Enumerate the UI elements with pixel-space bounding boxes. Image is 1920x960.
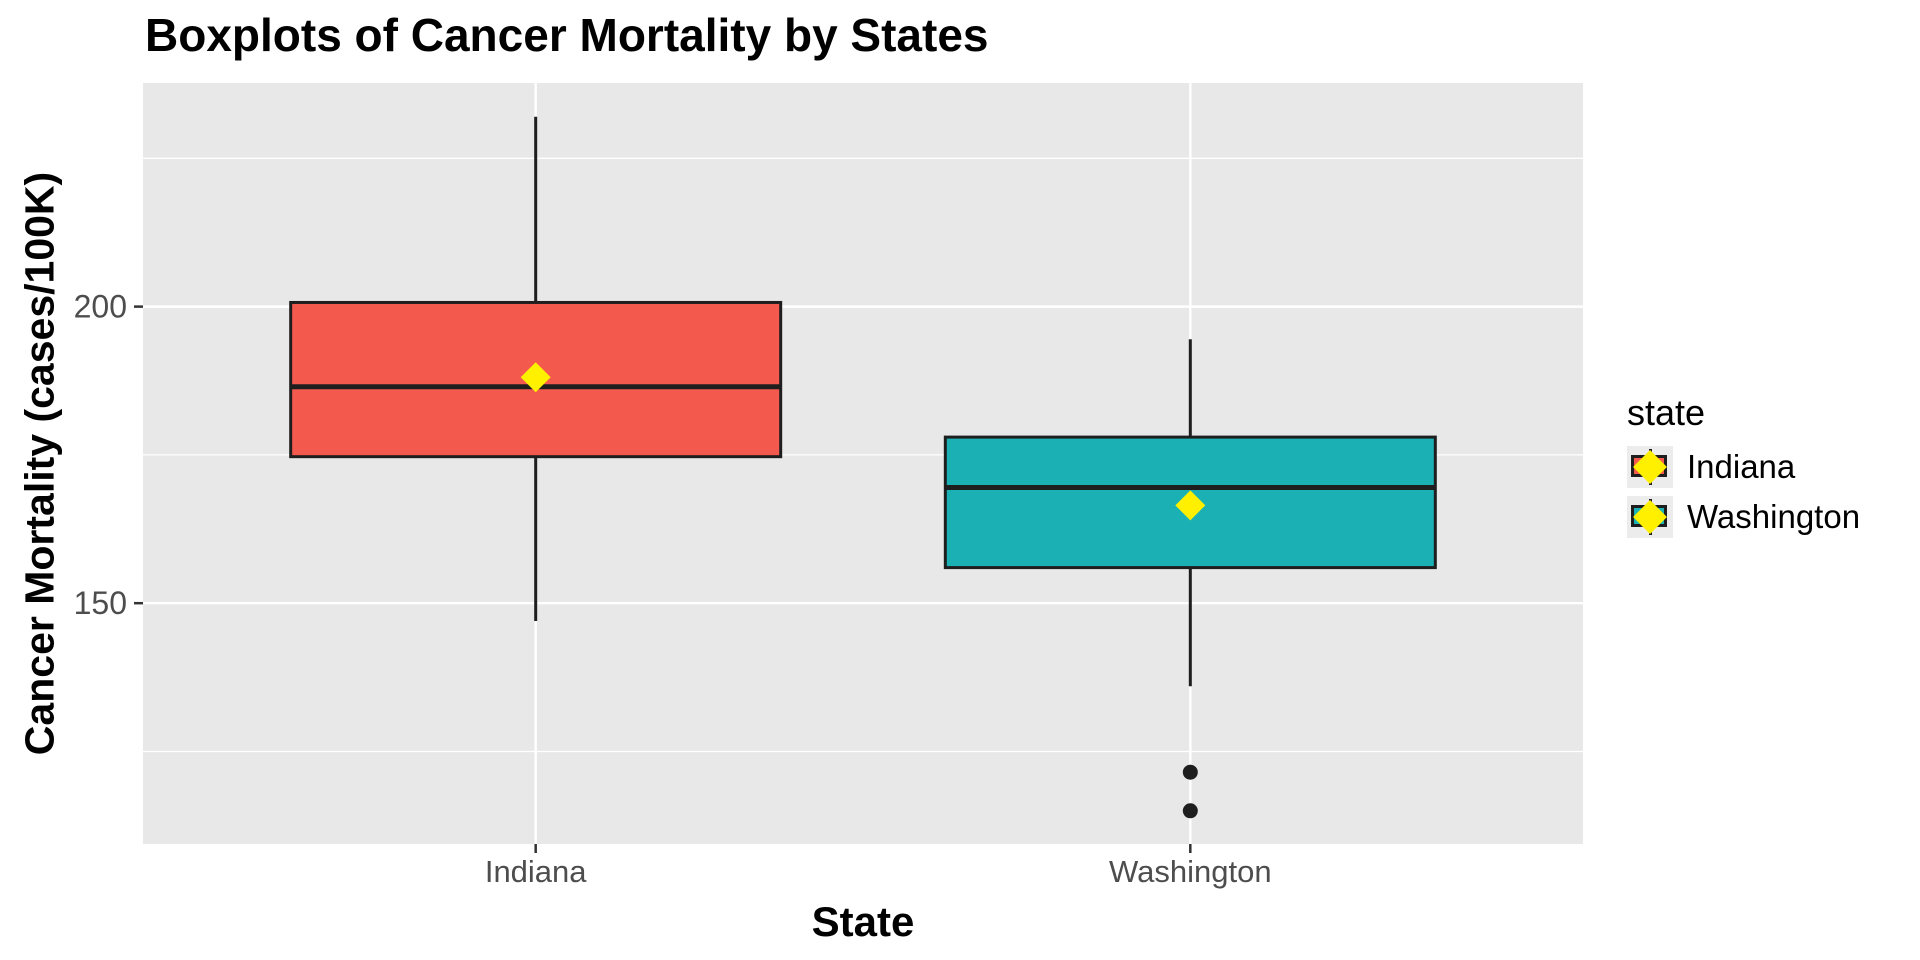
- legend-key-indiana: [1627, 446, 1673, 488]
- legend-item-indiana: Indiana: [1627, 446, 1860, 488]
- legend-title: state: [1627, 392, 1706, 433]
- washington-mean-diamond: [1175, 490, 1206, 521]
- legend-label-indiana: Indiana: [1687, 448, 1796, 485]
- x-axis-title: State: [811, 898, 915, 945]
- chart-title: Boxplots of Cancer Mortality by States: [145, 9, 989, 61]
- y-axis-title: Cancer Mortality (cases/100K): [16, 171, 63, 756]
- washington-outlier-point-1: [1182, 764, 1198, 780]
- x-tick-label-indiana: Indiana: [485, 854, 587, 889]
- legend-label-washington: Washington: [1687, 498, 1861, 535]
- indiana-mean-diamond: [520, 362, 551, 393]
- y-tick-label-150: 150: [74, 585, 127, 621]
- legend: state Indiana Washington: [1627, 392, 1860, 546]
- washington-box: [943, 435, 1437, 570]
- x-tick-label-washington: Washington: [1109, 854, 1272, 889]
- washington-outlier-point-2: [1182, 803, 1198, 819]
- legend-item-washington: Washington: [1627, 496, 1860, 538]
- y-tick-label-200: 200: [74, 289, 127, 325]
- legend-key-washington: [1627, 496, 1673, 538]
